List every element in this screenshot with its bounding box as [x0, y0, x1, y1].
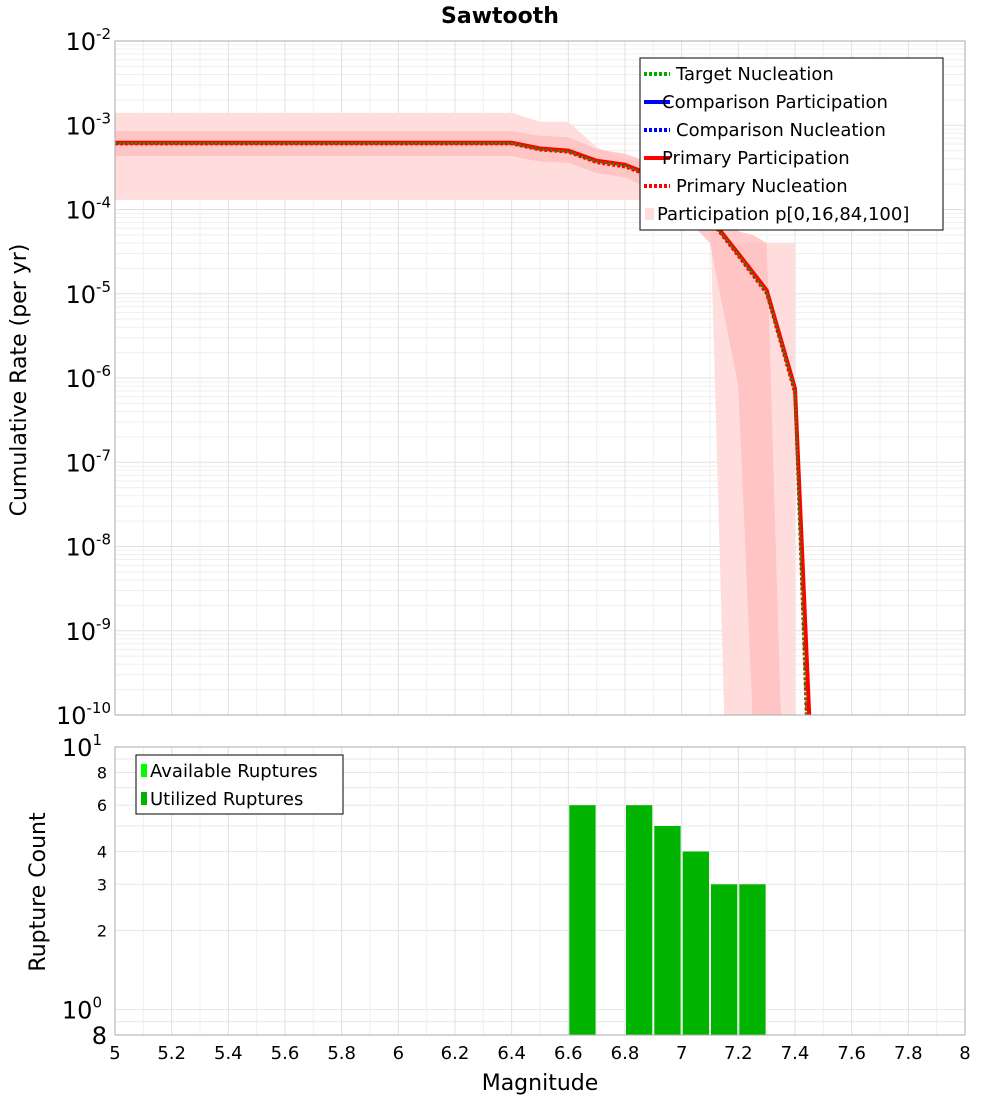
magnitude-x-tick-label: 5.2: [157, 1043, 186, 1064]
rate-legend-label: Comparison Participation: [662, 92, 888, 113]
rate-legend-box: [639, 57, 944, 231]
count-y-tick-label: 8: [92, 1022, 107, 1050]
rate-y-tick-base: 10: [65, 197, 96, 225]
count-legend-swatch: [141, 764, 147, 777]
rate-y-tick-base: 10: [65, 534, 96, 562]
count-legend-box: [135, 754, 344, 815]
count-y-tick-label: 6: [97, 796, 107, 815]
magnitude-x-tick-label: 7.8: [894, 1043, 923, 1064]
rate-y-tick-label: 10-2: [65, 25, 111, 56]
magnitude-x-ticks: 5 5.2 5.4 5.6 5.8 6 6.2 6.4 6.6 6.8 7 7.2 7.4 7.6 7.8 8: [109, 1043, 970, 1064]
rate-legend-label: Comparison Nucleation: [676, 120, 886, 141]
rate-y-tick-base: 10: [65, 365, 96, 393]
rate-legend-label: Participation p[0,16,84,100]: [657, 204, 909, 225]
count-y-tick-label: 101: [62, 731, 102, 762]
rate-legend-swatch: [645, 208, 654, 220]
magnitude-x-tick-label: 7.6: [837, 1043, 866, 1064]
rate-plot: 10-210-310-410-510-610-710-810-910-10 Cu…: [7, 25, 966, 730]
rate-y-tick-exponent: -3: [96, 109, 111, 127]
rate-legend-label: Primary Participation: [662, 148, 850, 169]
rate-y-tick-exponent: -4: [96, 194, 111, 212]
magnitude-x-tick-label: 7.2: [724, 1043, 753, 1064]
chart-title: Sawtooth: [441, 4, 559, 29]
count-bar: [626, 805, 653, 1035]
rate-y-tick-label: 10-5: [65, 278, 111, 309]
count-y-tick-label: 2: [97, 922, 107, 941]
rate-y-tick-label: 10-7: [65, 446, 111, 477]
rate-legend-label: Primary Nucleation: [676, 176, 848, 197]
rate-y-tick-exponent: -9: [96, 615, 111, 633]
count-y-tick-label: 8: [97, 763, 107, 782]
rate-y-tick-label: 10-6: [65, 362, 111, 393]
count-bars: [569, 805, 766, 1035]
percentile-band-p0-p100: [115, 112, 795, 715]
count-bar: [739, 884, 766, 1035]
rate-y-tick-exponent: -7: [96, 446, 111, 464]
count-legend-swatch: [141, 792, 147, 805]
magnitude-x-tick-label: 5.8: [327, 1043, 356, 1064]
magnitude-x-tick-label: 5.6: [271, 1043, 300, 1064]
magnitude-x-tick-label: 5.4: [214, 1043, 243, 1064]
count-bar: [569, 805, 596, 1035]
count-legend-label: Available Ruptures: [150, 761, 318, 782]
magnitude-x-axis-label: Magnitude: [482, 1071, 599, 1096]
rate-legend-label: Target Nucleation: [675, 64, 834, 85]
count-bar: [682, 851, 709, 1035]
rate-y-tick-label: 10-9: [65, 615, 111, 646]
count-y-tick-label: 4: [97, 842, 107, 861]
rate-y-ticks: 10-210-310-410-510-610-710-810-910-10: [56, 25, 111, 730]
rate-y-tick-exponent: -8: [96, 531, 111, 549]
magnitude-x-tick-label: 5: [109, 1043, 120, 1064]
rate-y-tick-exponent: -2: [96, 25, 111, 43]
magnitude-x-tick-label: 6.8: [611, 1043, 640, 1064]
rate-y-tick-exponent: -6: [96, 362, 111, 380]
rate-y-tick-exponent: -5: [96, 278, 111, 296]
count-y-tick-label: 3: [97, 875, 107, 894]
magnitude-x-tick-label: 6.2: [441, 1043, 470, 1064]
series-line-target-nucleation: [115, 142, 808, 716]
count-y-tick-base: 10: [62, 734, 93, 762]
magnitude-x-tick-label: 6: [393, 1043, 404, 1064]
magnitude-x-tick-label: 7.4: [781, 1043, 810, 1064]
rate-y-tick-base: 10: [65, 112, 96, 140]
count-legend: Available Ruptures Utilized Ruptures: [135, 754, 344, 815]
rate-y-tick-label: 10-3: [65, 109, 111, 140]
count-bar: [711, 884, 738, 1035]
count-plot-frame: [114, 746, 966, 1036]
count-y-tick-exponent: 0: [92, 994, 102, 1012]
magnitude-x-tick-label: 6.4: [497, 1043, 526, 1064]
count-y-tick-label: 100: [62, 994, 102, 1025]
count-bar: [654, 826, 681, 1035]
rate-y-tick-exponent: -10: [87, 699, 112, 717]
count-y-axis-label: Rupture Count: [26, 812, 51, 972]
magnitude-x-tick-label: 7: [676, 1043, 687, 1064]
rate-percentile-bands: [115, 112, 795, 715]
rate-y-axis-label: Cumulative Rate (per yr): [7, 244, 32, 517]
rate-y-tick-base: 10: [56, 702, 87, 730]
magnitude-x-tick-label: 6.6: [554, 1043, 583, 1064]
rate-y-tick-label: 10-8: [65, 531, 111, 562]
rate-y-tick-base: 10: [65, 281, 96, 309]
count-y-tick-exponent: 1: [92, 731, 102, 749]
count-legend-label: Utilized Ruptures: [150, 789, 303, 810]
rate-y-tick-base: 10: [65, 28, 96, 56]
rate-legend: Target Nucleation Comparison Participatio…: [639, 57, 944, 231]
rate-y-tick-base: 10: [65, 449, 96, 477]
rate-plot-frame: [114, 40, 966, 716]
rate-y-tick-label: 10-4: [65, 194, 111, 225]
count-y-tick-base: 10: [62, 997, 93, 1025]
magnitude-x-tick-label: 8: [959, 1043, 970, 1064]
rate-y-tick-label: 10-10: [56, 699, 111, 730]
rate-y-tick-base: 10: [65, 618, 96, 646]
